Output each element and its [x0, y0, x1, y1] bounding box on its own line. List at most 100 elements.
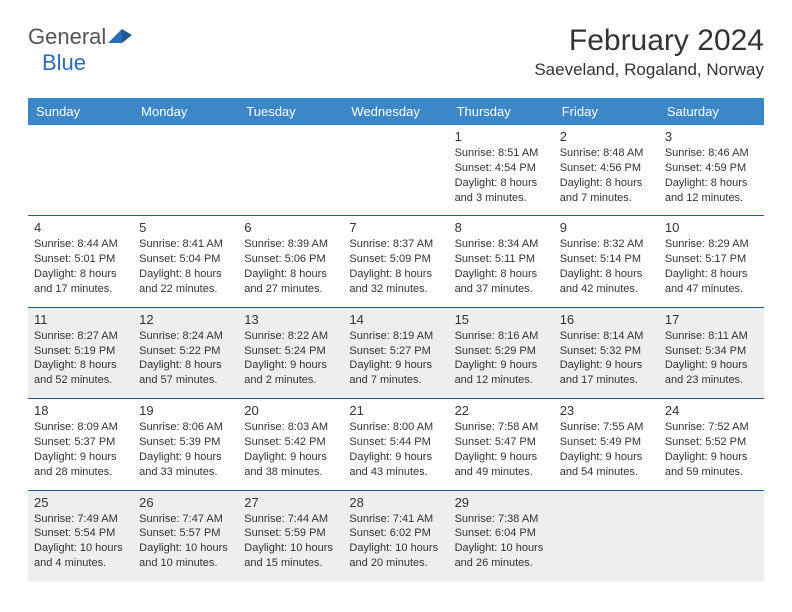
- calendar-week-row: 18 Sunrise: 8:09 AMSunset: 5:37 PMDayligh…: [28, 399, 764, 490]
- day-info: Sunrise: 8:34 AMSunset: 5:11 PMDaylight:…: [455, 237, 548, 296]
- calendar-day-cell: 17 Sunrise: 8:11 AMSunset: 5:34 PMDayligh…: [659, 307, 764, 398]
- day-info: Sunrise: 8:41 AMSunset: 5:04 PMDaylight:…: [139, 237, 232, 296]
- day-info: Sunrise: 8:16 AMSunset: 5:29 PMDaylight:…: [455, 329, 548, 388]
- calendar-day-cell: 24 Sunrise: 7:52 AMSunset: 5:52 PMDayligh…: [659, 399, 764, 490]
- logo: General: [28, 24, 136, 50]
- day-number: 6: [244, 220, 337, 235]
- calendar-day-cell: 22 Sunrise: 7:58 AMSunset: 5:47 PMDayligh…: [449, 399, 554, 490]
- day-info: Sunrise: 8:37 AMSunset: 5:09 PMDaylight:…: [349, 237, 442, 296]
- day-number: 11: [34, 312, 127, 327]
- calendar-day-cell: 6 Sunrise: 8:39 AMSunset: 5:06 PMDaylight…: [238, 216, 343, 307]
- calendar-day-cell: 18 Sunrise: 8:09 AMSunset: 5:37 PMDayligh…: [28, 399, 133, 490]
- calendar-day-cell: 1 Sunrise: 8:51 AMSunset: 4:54 PMDaylight…: [449, 125, 554, 216]
- calendar-week-row: 11 Sunrise: 8:27 AMSunset: 5:19 PMDayligh…: [28, 307, 764, 398]
- calendar-week-row: 25 Sunrise: 7:49 AMSunset: 5:54 PMDayligh…: [28, 490, 764, 581]
- calendar-day-cell: [238, 125, 343, 216]
- day-number: 20: [244, 403, 337, 418]
- day-info: Sunrise: 7:52 AMSunset: 5:52 PMDaylight:…: [665, 420, 758, 479]
- calendar-day-cell: [554, 490, 659, 581]
- weekday-header: Sunday: [28, 98, 133, 125]
- day-number: 8: [455, 220, 548, 235]
- day-number: 13: [244, 312, 337, 327]
- page-header: General February 2024 Saeveland, Rogalan…: [28, 24, 764, 80]
- calendar-day-cell: 21 Sunrise: 8:00 AMSunset: 5:44 PMDayligh…: [343, 399, 448, 490]
- day-info: Sunrise: 8:22 AMSunset: 5:24 PMDaylight:…: [244, 329, 337, 388]
- day-number: 21: [349, 403, 442, 418]
- day-number: 27: [244, 495, 337, 510]
- calendar-day-cell: 5Sunrise: 8:41 AMSunset: 5:04 PMDaylight…: [133, 216, 238, 307]
- weekday-header: Friday: [554, 98, 659, 125]
- weekday-header: Saturday: [659, 98, 764, 125]
- day-info: Sunrise: 8:09 AMSunset: 5:37 PMDaylight:…: [34, 420, 127, 479]
- day-info: Sunrise: 8:48 AMSunset: 4:56 PMDaylight:…: [560, 146, 653, 205]
- logo-text-general: General: [28, 24, 106, 50]
- day-info: Sunrise: 8:51 AMSunset: 4:54 PMDaylight:…: [455, 146, 548, 205]
- calendar-day-cell: 28Sunrise: 7:41 AMSunset: 6:02 PMDayligh…: [343, 490, 448, 581]
- day-number: 14: [349, 312, 442, 327]
- calendar-day-cell: 4Sunrise: 8:44 AMSunset: 5:01 PMDaylight…: [28, 216, 133, 307]
- weekday-header: Thursday: [449, 98, 554, 125]
- day-number: 7: [349, 220, 442, 235]
- day-info: Sunrise: 8:11 AMSunset: 5:34 PMDaylight:…: [665, 329, 758, 388]
- logo-icon: [108, 25, 134, 50]
- calendar-body: 1 Sunrise: 8:51 AMSunset: 4:54 PMDaylight…: [28, 125, 764, 581]
- day-info: Sunrise: 7:47 AMSunset: 5:57 PMDaylight:…: [139, 512, 232, 571]
- day-number: 3: [665, 129, 758, 144]
- calendar-day-cell: 27Sunrise: 7:44 AMSunset: 5:59 PMDayligh…: [238, 490, 343, 581]
- calendar-day-cell: 23Sunrise: 7:55 AMSunset: 5:49 PMDayligh…: [554, 399, 659, 490]
- day-info: Sunrise: 8:32 AMSunset: 5:14 PMDaylight:…: [560, 237, 653, 296]
- day-number: 17: [665, 312, 758, 327]
- title-block: February 2024 Saeveland, Rogaland, Norwa…: [534, 24, 764, 80]
- day-info: Sunrise: 7:58 AMSunset: 5:47 PMDaylight:…: [455, 420, 548, 479]
- weekday-header: Wednesday: [343, 98, 448, 125]
- day-number: 4: [34, 220, 127, 235]
- day-number: 1: [455, 129, 548, 144]
- calendar-week-row: 1 Sunrise: 8:51 AMSunset: 4:54 PMDaylight…: [28, 125, 764, 216]
- day-info: Sunrise: 8:24 AMSunset: 5:22 PMDaylight:…: [139, 329, 232, 388]
- calendar-day-cell: [659, 490, 764, 581]
- calendar-day-cell: 9Sunrise: 8:32 AMSunset: 5:14 PMDaylight…: [554, 216, 659, 307]
- day-info: Sunrise: 7:41 AMSunset: 6:02 PMDaylight:…: [349, 512, 442, 571]
- calendar-day-cell: 19Sunrise: 8:06 AMSunset: 5:39 PMDayligh…: [133, 399, 238, 490]
- weekday-header: Tuesday: [238, 98, 343, 125]
- day-number: 2: [560, 129, 653, 144]
- calendar-day-cell: 7 Sunrise: 8:37 AMSunset: 5:09 PMDaylight…: [343, 216, 448, 307]
- calendar-day-cell: 16Sunrise: 8:14 AMSunset: 5:32 PMDayligh…: [554, 307, 659, 398]
- day-number: 25: [34, 495, 127, 510]
- calendar-header-row: SundayMondayTuesdayWednesdayThursdayFrid…: [28, 98, 764, 125]
- day-info: Sunrise: 8:39 AMSunset: 5:06 PMDaylight:…: [244, 237, 337, 296]
- day-info: Sunrise: 8:03 AMSunset: 5:42 PMDaylight:…: [244, 420, 337, 479]
- logo-subtext-wrap: Blue: [42, 50, 86, 76]
- day-info: Sunrise: 8:14 AMSunset: 5:32 PMDaylight:…: [560, 329, 653, 388]
- day-info: Sunrise: 7:55 AMSunset: 5:49 PMDaylight:…: [560, 420, 653, 479]
- calendar-day-cell: 15 Sunrise: 8:16 AMSunset: 5:29 PMDayligh…: [449, 307, 554, 398]
- day-info: Sunrise: 8:27 AMSunset: 5:19 PMDaylight:…: [34, 329, 127, 388]
- calendar-day-cell: 20 Sunrise: 8:03 AMSunset: 5:42 PMDayligh…: [238, 399, 343, 490]
- day-number: 18: [34, 403, 127, 418]
- day-info: Sunrise: 8:00 AMSunset: 5:44 PMDaylight:…: [349, 420, 442, 479]
- day-info: Sunrise: 7:49 AMSunset: 5:54 PMDaylight:…: [34, 512, 127, 571]
- calendar-day-cell: 29Sunrise: 7:38 AMSunset: 6:04 PMDayligh…: [449, 490, 554, 581]
- month-title: February 2024: [534, 24, 764, 58]
- day-info: Sunrise: 8:46 AMSunset: 4:59 PMDaylight:…: [665, 146, 758, 205]
- location-text: Saeveland, Rogaland, Norway: [534, 60, 764, 80]
- day-number: 15: [455, 312, 548, 327]
- calendar-day-cell: 13 Sunrise: 8:22 AMSunset: 5:24 PMDayligh…: [238, 307, 343, 398]
- day-number: 10: [665, 220, 758, 235]
- calendar-day-cell: 2 Sunrise: 8:48 AMSunset: 4:56 PMDaylight…: [554, 125, 659, 216]
- calendar-day-cell: 14Sunrise: 8:19 AMSunset: 5:27 PMDayligh…: [343, 307, 448, 398]
- day-number: 19: [139, 403, 232, 418]
- day-number: 22: [455, 403, 548, 418]
- day-number: 26: [139, 495, 232, 510]
- day-number: 24: [665, 403, 758, 418]
- weekday-header: Monday: [133, 98, 238, 125]
- day-number: 12: [139, 312, 232, 327]
- day-info: Sunrise: 7:38 AMSunset: 6:04 PMDaylight:…: [455, 512, 548, 571]
- calendar-week-row: 4Sunrise: 8:44 AMSunset: 5:01 PMDaylight…: [28, 216, 764, 307]
- logo-text-blue: Blue: [42, 50, 86, 75]
- calendar-day-cell: 10Sunrise: 8:29 AMSunset: 5:17 PMDayligh…: [659, 216, 764, 307]
- calendar-table: SundayMondayTuesdayWednesdayThursdayFrid…: [28, 98, 764, 581]
- calendar-day-cell: [343, 125, 448, 216]
- calendar-day-cell: 26 Sunrise: 7:47 AMSunset: 5:57 PMDayligh…: [133, 490, 238, 581]
- calendar-day-cell: [133, 125, 238, 216]
